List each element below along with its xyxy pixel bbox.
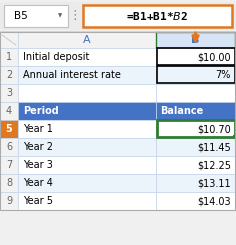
Text: B5: B5 [14,11,28,21]
Bar [156,192,235,210]
Bar [0,120,18,138]
Bar [0,32,235,210]
Bar [156,120,235,138]
Bar [156,156,235,174]
Bar [18,66,156,84]
Bar [18,102,156,120]
Bar [18,48,156,66]
Bar [0,66,18,84]
Bar [0,84,18,102]
FancyBboxPatch shape [83,5,232,27]
Text: 3: 3 [6,88,12,98]
Text: Year 3: Year 3 [23,160,53,170]
Text: $13.11: $13.11 [197,178,231,188]
Text: Balance: Balance [160,106,203,116]
Bar [0,156,18,174]
Bar [0,32,18,48]
Bar [18,120,156,138]
Bar [0,2,236,30]
Text: 7: 7 [6,160,12,170]
Bar [156,32,235,48]
Text: Initial deposit: Initial deposit [23,52,89,62]
Text: $11.45: $11.45 [197,142,231,152]
Bar [156,138,235,156]
Text: A: A [83,35,91,45]
Bar [18,84,156,102]
Bar [156,121,235,137]
Text: Year 5: Year 5 [23,196,53,206]
Text: $10.70: $10.70 [197,124,231,134]
Bar [18,192,156,210]
Text: Annual interest rate: Annual interest rate [23,70,121,80]
Bar [156,102,235,120]
Text: Year 1: Year 1 [23,124,53,134]
Text: Year 4: Year 4 [23,178,53,188]
Text: B: B [191,35,200,45]
Bar [18,138,156,156]
Bar [0,138,18,156]
Bar [18,156,156,174]
Text: 2: 2 [6,70,12,80]
Text: Year 2: Year 2 [23,142,53,152]
Bar [156,48,235,66]
Bar [156,66,235,84]
Bar [0,174,18,192]
Bar [233,135,236,137]
Text: $12.25: $12.25 [197,160,231,170]
Text: $14.03: $14.03 [197,196,231,206]
Text: 9: 9 [6,196,12,206]
Text: 5: 5 [6,124,12,134]
Text: 1: 1 [6,52,12,62]
Bar [156,66,235,84]
Text: $10.00: $10.00 [197,52,231,62]
Text: Period: Period [23,106,59,116]
FancyBboxPatch shape [4,5,68,27]
Bar [0,48,18,66]
Text: 7%: 7% [216,70,231,80]
Bar [0,32,236,48]
Text: =B1+B1*$B$2: =B1+B1*$B$2 [126,10,189,22]
Bar [18,174,156,192]
Text: 6: 6 [6,142,12,152]
Bar [156,49,235,65]
Bar [0,102,18,120]
Text: ⋮: ⋮ [69,10,81,23]
Text: ▼: ▼ [58,13,62,19]
Bar [156,174,235,192]
Text: 8: 8 [6,178,12,188]
Bar [18,32,156,48]
Bar [156,84,235,102]
Bar [0,192,18,210]
Text: 4: 4 [6,106,12,116]
